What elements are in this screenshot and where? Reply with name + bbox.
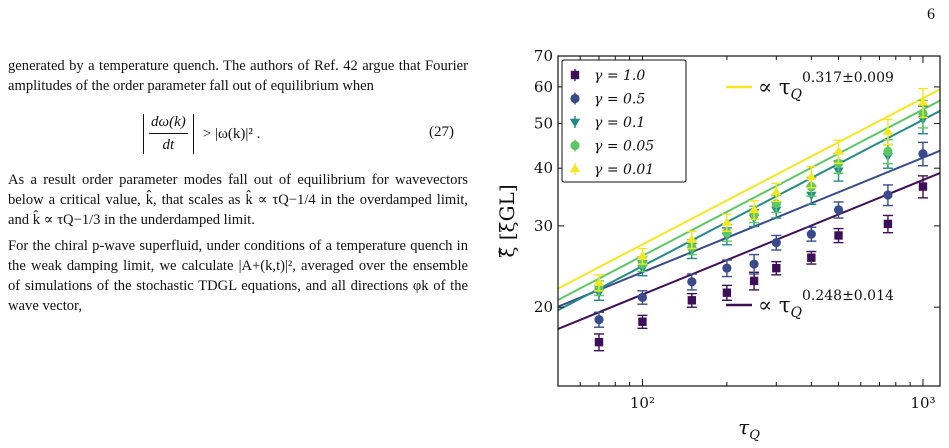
fit-line-0 [558, 172, 940, 330]
x-axis-label: τQ [738, 415, 760, 443]
legend-marker [570, 70, 580, 80]
y-axis-label: ξ̂ [ξGL] [495, 184, 519, 257]
data-point [771, 238, 781, 248]
data-point [917, 97, 929, 106]
legend-marker [570, 93, 580, 104]
legend-label: γ = 0.01 [594, 162, 654, 178]
y-tick-label: 60 [534, 78, 553, 96]
y-tick-label: 50 [534, 114, 553, 132]
data-point [833, 146, 844, 155]
legend-label: γ = 0.5 [594, 92, 645, 108]
data-point [687, 277, 697, 287]
fit-annotation-lower-sup: 0.248±0.014 [802, 288, 894, 304]
legend-label: γ = 0.05 [594, 139, 654, 155]
x-tick-label: 10² [630, 394, 655, 412]
fraction-numerator: dω(k) [149, 112, 188, 134]
legend-label: γ = 1.0 [594, 68, 645, 84]
data-point [806, 229, 816, 239]
x-tick-label: 10³ [910, 394, 935, 412]
data-point [749, 276, 759, 286]
data-point [771, 186, 782, 196]
fit-annotation-upper: ∝ τQ0.317±0.009 [758, 70, 894, 103]
data-point [807, 253, 816, 262]
data-point [687, 296, 697, 305]
scaling-plot: 10² 10³ 20 30 40 50 60 70 τQ ξ̂ [ξGL] γ = 1.0 γ = 0… [495, 47, 941, 443]
data-point [918, 182, 928, 191]
y-tick-label: 40 [534, 159, 553, 177]
fit-annotation-lower: ∝ τQ0.248±0.014 [758, 288, 894, 321]
plot-area [558, 87, 940, 352]
y-tick-label: 20 [534, 298, 553, 316]
fit-annotation-lower-sub: Q [791, 305, 803, 321]
data-point [638, 317, 647, 326]
data-point [918, 149, 928, 159]
data-point [594, 314, 604, 325]
paragraph-3: For the chiral p-wave superfluid, under … [8, 238, 468, 314]
data-point [749, 259, 759, 269]
data-point [772, 263, 781, 273]
fit-annotation-upper-sub: Q [791, 87, 803, 103]
data-point [883, 146, 893, 156]
y-tick-label: 70 [534, 47, 553, 65]
fit-annotation-upper-sup: 0.317±0.009 [802, 70, 894, 86]
data-point [722, 263, 732, 273]
y-tick-label: 30 [534, 217, 553, 235]
equation-body: dω(k) dt > |ω(k)|² . [140, 112, 260, 155]
data-point [883, 219, 893, 229]
legend: γ = 1.0 γ = 0.5 γ = 0.1 γ = 0.05 γ = 0.01 [561, 59, 687, 183]
legend-marker [569, 118, 581, 128]
fit-line-1 [558, 149, 940, 308]
equation-number: (27) [429, 124, 454, 140]
paragraph-1: generated by a temperature quench. The a… [8, 58, 468, 94]
fit-line-2 [558, 110, 940, 312]
data-point [721, 217, 733, 226]
equation-27: dω(k) dt > |ω(k)|² . (27) [8, 102, 468, 162]
data-point [594, 337, 604, 347]
legend-marker [569, 163, 581, 173]
data-point [882, 126, 894, 135]
data-point [748, 204, 760, 214]
data-point [686, 234, 698, 243]
x-axis-label-sub: Q [749, 428, 760, 443]
data-point [833, 205, 844, 215]
abs-bar-left [143, 113, 144, 154]
data-point [593, 277, 605, 286]
axes-frame [557, 55, 941, 387]
fit-line-4 [558, 88, 940, 290]
abs-bar-right [192, 113, 194, 154]
legend-frame [561, 59, 687, 183]
data-point [722, 288, 732, 297]
body-text: generated by a temperature quench. The a… [8, 56, 468, 322]
derivative-fraction: dω(k) dt [149, 112, 188, 155]
data-point [883, 190, 893, 200]
data-point [637, 292, 648, 303]
paragraph-2: As a result order parameter modes fall o… [8, 172, 468, 228]
fit-line-3 [558, 99, 940, 301]
fraction-denominator: dt [162, 137, 175, 153]
equation-rhs: > |ω(k)|² . [202, 125, 261, 142]
data-point [834, 231, 843, 240]
data-point [637, 250, 648, 260]
page-number: 6 [927, 6, 935, 23]
legend-marker [570, 140, 580, 151]
legend-label: γ = 0.1 [594, 115, 645, 131]
data-point [722, 228, 732, 238]
data-point [806, 171, 817, 181]
figure-chart: 10² 10³ 20 30 40 50 60 70 τQ ξ̂ [ξGL] γ = 1.0 γ = 0… [490, 40, 949, 443]
